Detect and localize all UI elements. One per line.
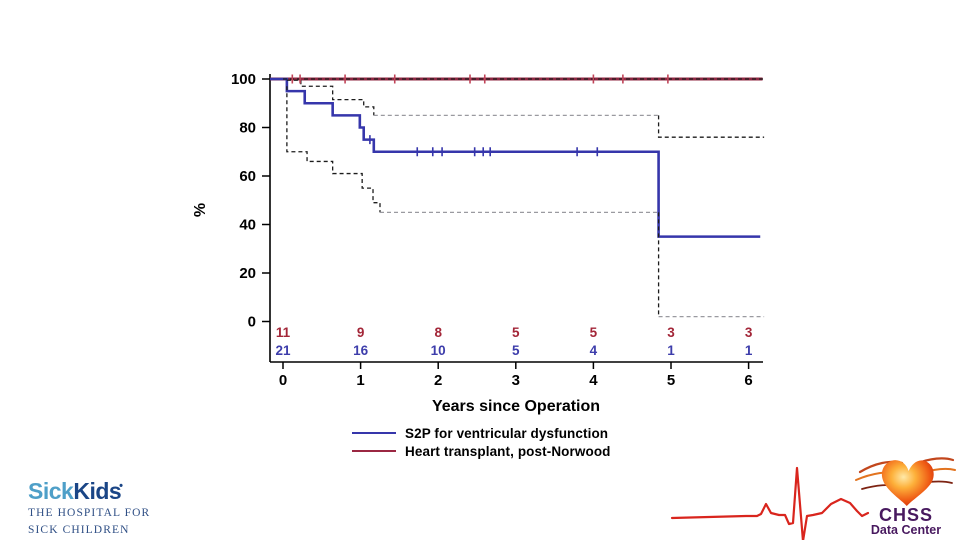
chss-datacenter-logo: CHSS Data Center <box>670 457 956 540</box>
at-risk-count: 21 <box>275 343 291 358</box>
y-tick-label: 100 <box>231 71 256 88</box>
y-tick-label: 20 <box>239 265 256 282</box>
x-tick-label: 1 <box>356 372 364 389</box>
legend-line-swatch-red <box>352 450 396 452</box>
confidence-band-upper <box>657 115 765 138</box>
y-tick-label: 40 <box>239 217 256 234</box>
x-tick-label: 4 <box>589 372 598 389</box>
at-risk-count: 11 <box>276 325 291 340</box>
y-tick-label: 0 <box>248 314 256 331</box>
y-tick-label: 80 <box>239 120 256 137</box>
chss-text: CHSS <box>879 505 933 525</box>
legend-item-transplant: Heart transplant, post-Norwood <box>352 442 611 460</box>
sickkids-tagline-line1: THE HOSPITAL FOR <box>28 507 151 519</box>
at-risk-count: 16 <box>353 343 369 358</box>
x-tick-label: 0 <box>279 372 287 389</box>
survival-curve-s2p <box>270 77 761 238</box>
at-risk-count: 5 <box>512 343 520 358</box>
chart-legend: S2P for ventricular dysfunction Heart tr… <box>352 424 611 460</box>
sickkids-word-sick: Sick <box>28 478 74 504</box>
datacenter-text: Data Center <box>871 523 941 537</box>
legend-label-transplant: Heart transplant, post-Norwood <box>405 443 611 459</box>
x-tick-label: 5 <box>667 372 675 389</box>
legend-label-s2p: S2P for ventricular dysfunction <box>405 425 609 441</box>
sickkids-logo: SickKids• THE HOSPITAL FOR SICK CHILDREN <box>28 480 150 538</box>
at-risk-count: 5 <box>590 325 598 340</box>
at-risk-count: 1 <box>667 343 675 358</box>
x-tick-label: 2 <box>434 372 442 389</box>
sickkids-word-kids: Kids <box>73 478 122 504</box>
heart-icon <box>855 457 956 506</box>
x-tick-label: 3 <box>512 372 520 389</box>
at-risk-count: 3 <box>667 325 675 340</box>
at-risk-count: 5 <box>512 325 520 340</box>
at-risk-count: 3 <box>745 325 753 340</box>
at-risk-count: 1 <box>745 343 753 358</box>
y-axis-title: % <box>192 203 209 217</box>
x-axis-title: Years since Operation <box>432 398 600 415</box>
sickkids-wordmark: SickKids• <box>28 480 150 503</box>
sickkids-trademark-dot: • <box>119 480 123 492</box>
y-tick-label: 60 <box>239 168 256 185</box>
at-risk-count: 10 <box>431 343 446 358</box>
at-risk-count: 4 <box>590 343 598 358</box>
ecg-trace-icon <box>670 466 870 540</box>
at-risk-count: 9 <box>357 325 365 340</box>
sickkids-tagline-line2: SICK CHILDREN <box>28 523 130 536</box>
legend-item-s2p: S2P for ventricular dysfunction <box>352 424 611 442</box>
confidence-band-upper <box>286 79 375 116</box>
at-risk-count: 8 <box>434 325 442 340</box>
confidence-band-lower <box>286 86 381 213</box>
sickkids-tagline: THE HOSPITAL FOR SICK CHILDREN <box>28 505 150 538</box>
x-tick-label: 6 <box>744 372 752 389</box>
legend-line-swatch-blue <box>352 432 396 434</box>
